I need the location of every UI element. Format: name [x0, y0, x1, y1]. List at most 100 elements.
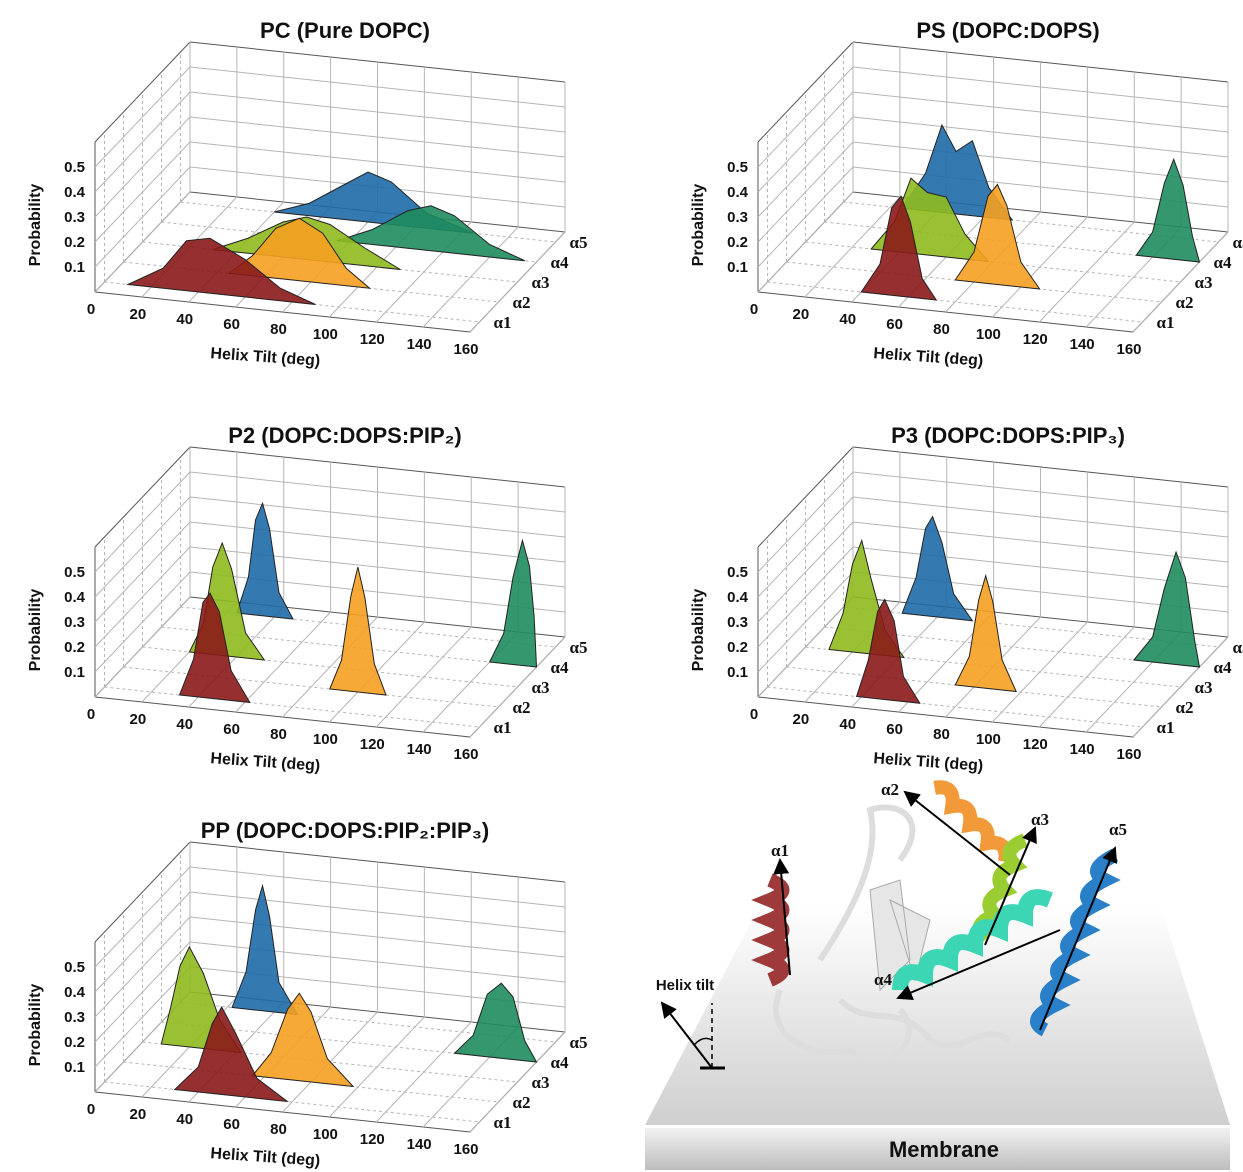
grid-line: [757, 496, 854, 598]
grid-line: [94, 496, 191, 598]
grid-line: [804, 196, 901, 298]
z-tick-label: 0.3: [64, 614, 85, 631]
depth-label: α2: [1176, 293, 1194, 312]
grid-line: [757, 66, 854, 168]
z-tick-label: 0.5: [64, 564, 85, 581]
depth-label: α5: [570, 1033, 588, 1052]
ridge: [231, 883, 299, 1016]
depth-label: α1: [494, 1113, 512, 1132]
z-tick-label: 0.1: [64, 259, 85, 276]
z-tick-label: 0.5: [727, 564, 748, 581]
helix-label: α2: [881, 780, 899, 799]
x-tick-label: 100: [313, 731, 338, 748]
axis-arrow: [903, 790, 1011, 876]
grid-line: [469, 636, 566, 738]
x-tick-label: 140: [407, 1136, 432, 1153]
ridge: [337, 205, 525, 262]
ridge: [126, 237, 316, 305]
grid-line: [189, 916, 566, 958]
z-tick-label: 0.3: [64, 209, 85, 226]
x-tick-label: 160: [453, 341, 478, 358]
x-tick-label: 160: [1116, 746, 1141, 763]
x-tick-label: 40: [176, 311, 193, 328]
z-tick-label: 0.4: [727, 589, 749, 606]
axis-arrow: [896, 929, 1061, 1000]
x-tick-label: 0: [87, 706, 95, 723]
x-tick-label: 120: [360, 1131, 385, 1148]
ridge: [173, 1005, 290, 1103]
x-tick-label: 0: [87, 1101, 95, 1118]
ridge: [453, 982, 538, 1063]
depth-label: α3: [532, 273, 550, 292]
x-tick-label: 100: [976, 326, 1001, 343]
depth-label: α3: [532, 678, 550, 697]
x-tick-label: 80: [270, 321, 287, 338]
z-tick-label: 0.5: [64, 159, 85, 176]
depth-label: α4: [551, 1053, 569, 1072]
grid-line: [104, 686, 480, 728]
grid-line: [852, 116, 1229, 158]
x-tick-label: 20: [130, 1106, 147, 1123]
chart-title: P3 (DOPC:DOPS:PIP₃): [891, 423, 1125, 448]
grid-line: [189, 471, 566, 513]
helix-label: α3: [1031, 810, 1049, 829]
z-tick-label: 0.3: [727, 614, 748, 631]
chart-title: P2 (DOPC:DOPS:PIP₂): [228, 423, 461, 448]
x-axis-label: Helix Tilt (deg): [873, 750, 984, 775]
ridge: [251, 992, 355, 1088]
x-tick-label: 80: [270, 726, 287, 743]
tilt-arrow: [660, 1001, 713, 1069]
helix-a1: [751, 873, 790, 987]
x-tick-label: 20: [130, 711, 147, 728]
x-tick-label: 0: [750, 301, 758, 318]
tilt-angle: [693, 1037, 713, 1046]
z-tick-label: 0.3: [64, 1009, 85, 1026]
sheet: [869, 879, 931, 992]
z-tick-label: 0.2: [727, 639, 748, 656]
grid-line: [189, 521, 566, 563]
depth-label: α4: [1214, 253, 1232, 272]
z-tick-label: 0.2: [64, 1034, 85, 1051]
membrane-slab: [645, 1128, 1230, 1170]
grid-line: [852, 471, 1229, 513]
x-tick-label: 100: [313, 326, 338, 343]
chart-title: PP (DOPC:DOPS:PIP₂:PIP₃): [201, 818, 489, 843]
depth-label: α5: [1233, 638, 1243, 657]
depth-label: α2: [513, 1093, 531, 1112]
x-tick-label: 160: [453, 1141, 478, 1158]
depth-label: α5: [570, 233, 588, 252]
grid-line: [189, 891, 566, 933]
depth-label: α3: [1195, 678, 1213, 697]
depth-label: α1: [494, 313, 512, 332]
depth-label: α1: [494, 718, 512, 737]
x-tick-label: 140: [1070, 336, 1095, 353]
x-tick-label: 40: [839, 311, 856, 328]
grid-line: [469, 231, 566, 333]
ridge: [236, 501, 294, 620]
x-tick-label: 140: [407, 741, 432, 758]
grid-line: [235, 611, 331, 713]
depth-label: α1: [1157, 718, 1175, 737]
x-tick-label: 20: [793, 711, 810, 728]
grid-line: [94, 471, 191, 573]
x-tick-label: 120: [360, 736, 385, 753]
frame-line: [94, 446, 191, 548]
depth-label: α2: [1176, 698, 1194, 717]
ridge: [855, 598, 921, 704]
frame-line: [757, 41, 854, 143]
frame-line: [94, 41, 191, 143]
depth-label: α5: [1233, 233, 1243, 252]
grid-line: [189, 91, 566, 133]
x-tick-label: 60: [223, 721, 240, 738]
z-tick-label: 0.5: [727, 159, 748, 176]
depth-label: α4: [551, 658, 569, 677]
grid-line: [852, 91, 1229, 133]
ridge: [1132, 550, 1201, 668]
depth-label: α2: [513, 293, 531, 312]
membrane-surface: [645, 905, 1230, 1125]
frame-line: [94, 841, 191, 943]
protein-diagram: Membrane α1 α2 α3 α4 α5 Helix tilt: [645, 780, 1230, 1170]
grid-line: [123, 666, 499, 708]
z-tick-label: 0.2: [727, 234, 748, 251]
ridge: [828, 538, 905, 659]
